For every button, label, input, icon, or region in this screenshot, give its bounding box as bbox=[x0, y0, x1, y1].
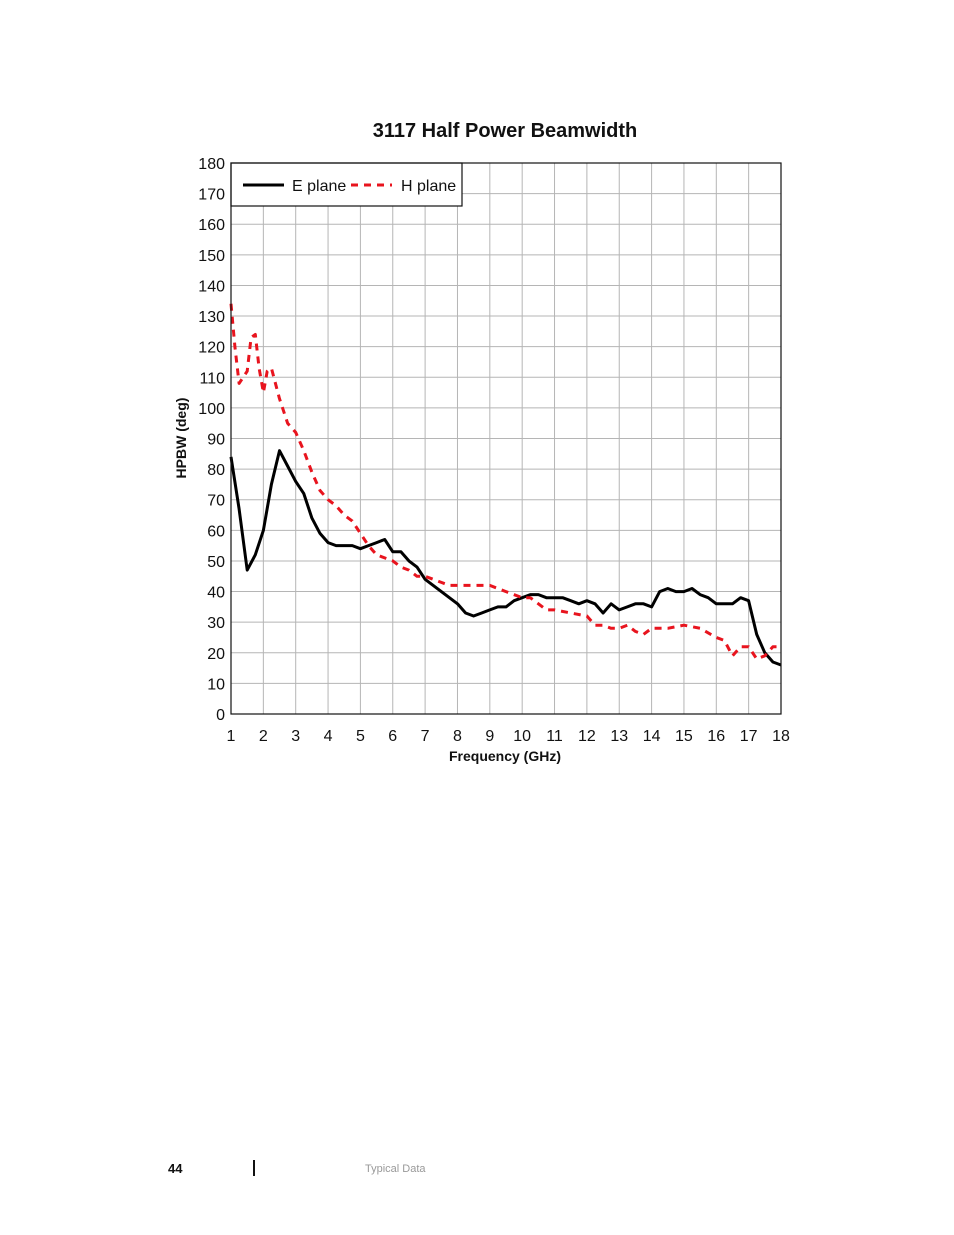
series-group bbox=[229, 303, 782, 667]
x-tick-label: 11 bbox=[546, 728, 563, 745]
y-tick-label: 130 bbox=[198, 309, 225, 326]
footer-divider bbox=[253, 1160, 255, 1176]
x-tick-label: 7 bbox=[421, 728, 430, 745]
x-tick-label: 18 bbox=[772, 728, 790, 745]
y-tick-label: 10 bbox=[207, 676, 225, 693]
y-tick-label: 20 bbox=[207, 646, 225, 663]
page-number: 44 bbox=[168, 1161, 183, 1176]
y-tick-label: 100 bbox=[198, 401, 225, 418]
x-tick-label: 3 bbox=[291, 728, 300, 745]
x-tick-label: 13 bbox=[610, 728, 628, 745]
x-tick-label: 1 bbox=[227, 728, 236, 745]
y-tick-label: 180 bbox=[198, 156, 225, 173]
y-tick-label: 160 bbox=[198, 217, 225, 234]
x-tick-label: 14 bbox=[643, 728, 661, 745]
section-name: Typical Data bbox=[365, 1163, 426, 1175]
x-tick-label: 9 bbox=[485, 728, 494, 745]
series-line-e-plane bbox=[229, 449, 782, 667]
x-tick-label: 15 bbox=[675, 728, 693, 745]
y-tick-label: 40 bbox=[207, 585, 225, 602]
chart-title: 3117 Half Power Beamwidth bbox=[373, 120, 638, 142]
x-tick-label: 4 bbox=[324, 728, 333, 745]
legend: E plane H plane bbox=[230, 162, 463, 207]
y-tick-label: 140 bbox=[198, 278, 225, 295]
axes: 1 2 3 4 5 6 7 8 9 10 11 12 13 14 15 16 17 180102030405060… bbox=[198, 156, 790, 745]
y-tick-label: 70 bbox=[207, 493, 225, 510]
y-tick-label: 80 bbox=[207, 462, 225, 479]
x-tick-label: 5 bbox=[356, 728, 365, 745]
y-tick-label: 120 bbox=[198, 340, 225, 357]
x-tick-label: 8 bbox=[453, 728, 462, 745]
y-tick-label: 0 bbox=[216, 707, 225, 724]
y-tick-label: 30 bbox=[207, 615, 225, 632]
legend-label: H plane bbox=[401, 178, 456, 195]
x-tick-label: 16 bbox=[707, 728, 725, 745]
y-tick-label: 150 bbox=[198, 248, 225, 265]
x-tick-label: 17 bbox=[740, 728, 758, 745]
x-tick-label: 10 bbox=[513, 728, 531, 745]
y-tick-label: 90 bbox=[207, 432, 225, 449]
legend-label: E plane bbox=[292, 178, 346, 195]
x-axis-title: Frequency (GHz) bbox=[449, 748, 561, 764]
y-tick-label: 50 bbox=[207, 554, 225, 571]
x-tick-label: 12 bbox=[578, 728, 596, 745]
y-tick-label: 60 bbox=[207, 523, 225, 540]
y-tick-label: 110 bbox=[199, 370, 225, 387]
y-axis-title: HPBW (deg) bbox=[173, 398, 189, 479]
x-tick-label: 2 bbox=[259, 728, 268, 745]
grid bbox=[230, 162, 782, 715]
y-tick-label: 170 bbox=[198, 187, 225, 204]
plot-frame bbox=[230, 162, 782, 715]
x-tick-label: 6 bbox=[388, 728, 397, 745]
